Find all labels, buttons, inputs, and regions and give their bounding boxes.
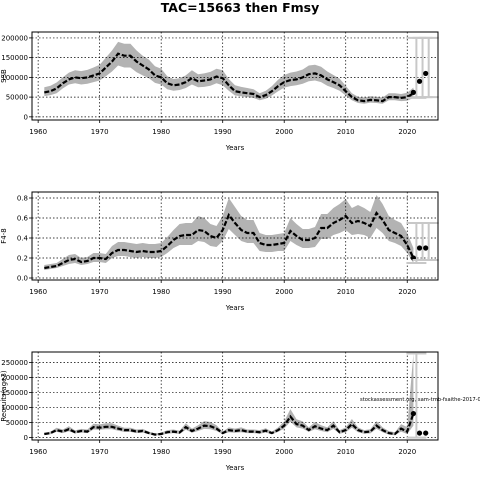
panel-2: 1960 1970 1980 1990 2000 2010 2020 0.0 0.2 0.4 0.6… [0, 191, 439, 312]
x-tick-label: 1990 [214, 288, 232, 296]
x-tick-label: 2000 [275, 128, 293, 136]
y-tick-label: 0 [24, 434, 28, 442]
panel-3: 1960 1970 1980 1990 2000 2010 2020 0 50000 100000… [0, 351, 439, 472]
x-tick-label: 2000 [275, 448, 293, 456]
y-tick-label: 0.4 [17, 235, 29, 243]
forecast-point [423, 430, 429, 436]
x-tick-label: 2020 [398, 288, 416, 296]
x-tick-label: 2010 [337, 448, 355, 456]
y-tick-label: 200000 [1, 374, 28, 382]
estimate-line [44, 52, 414, 103]
x-tick-label: 1980 [152, 288, 170, 296]
y-tick-label: 50000 [6, 419, 28, 427]
x-axis-label: Years [225, 144, 245, 152]
y-tick-label: 0.0 [17, 275, 28, 283]
forecast-point [416, 430, 423, 436]
x-tick-label: 1960 [29, 288, 47, 296]
x-tick-label: 1970 [91, 288, 109, 296]
x-tick-label: 1960 [29, 448, 47, 456]
y-tick-label: 250000 [1, 359, 28, 367]
source-annotation: stockassessment.org, sam-tmb-fsaithe-201… [360, 397, 480, 403]
x-tick-label: 1990 [214, 128, 232, 136]
x-tick-label: 1990 [214, 448, 232, 456]
x-tick-label: 1970 [91, 448, 109, 456]
y-tick-label: 0.6 [17, 215, 29, 223]
estimate-line [44, 211, 415, 270]
y-tick-label: 50000 [6, 94, 28, 102]
x-axis-label: Years [225, 304, 245, 312]
figure-title: TAC=15663 then Fmsy [160, 0, 320, 15]
x-tick-label: 2020 [398, 448, 416, 456]
x-axis-label: Years [225, 464, 245, 472]
y-tick-label: 150000 [1, 54, 28, 62]
x-tick-label: 1960 [29, 128, 47, 136]
y-tick-label: 0.8 [17, 195, 28, 203]
forecast-point [416, 78, 423, 84]
forecast-point [416, 245, 423, 251]
x-tick-label: 2000 [275, 288, 293, 296]
x-tick-label: 1980 [152, 128, 170, 136]
axes-frame [31, 31, 439, 121]
forecast-point [423, 70, 429, 77]
y-tick-label: 0 [24, 113, 28, 121]
panel-1: 1960 1970 1980 1990 2000 2010 2020 0 50000 100000… [0, 31, 439, 152]
confidence-band [44, 41, 414, 104]
y-axis-label: F4-8 [0, 228, 8, 243]
y-tick-label: 100000 [1, 404, 28, 412]
y-tick-label: 100000 [1, 74, 28, 82]
y-axis-label: Recruits(age3) [0, 370, 8, 422]
axes-frame [31, 351, 439, 441]
x-tick-label: 2020 [398, 128, 416, 136]
x-tick-label: 1970 [91, 128, 109, 136]
y-tick-label: 150000 [1, 389, 28, 397]
x-tick-label: 2010 [337, 288, 355, 296]
x-tick-label: 1980 [152, 448, 170, 456]
estimate-line [44, 413, 415, 436]
y-tick-label: 200000 [1, 34, 28, 42]
forecast-point [410, 89, 416, 95]
y-tick-label: 0.2 [17, 255, 28, 263]
y-axis-label: SSB [0, 69, 8, 83]
axes-frame [31, 191, 439, 281]
confidence-band [44, 353, 414, 436]
x-tick-label: 2010 [337, 128, 355, 136]
forecast-point [423, 245, 429, 251]
forecast-point [410, 410, 416, 417]
